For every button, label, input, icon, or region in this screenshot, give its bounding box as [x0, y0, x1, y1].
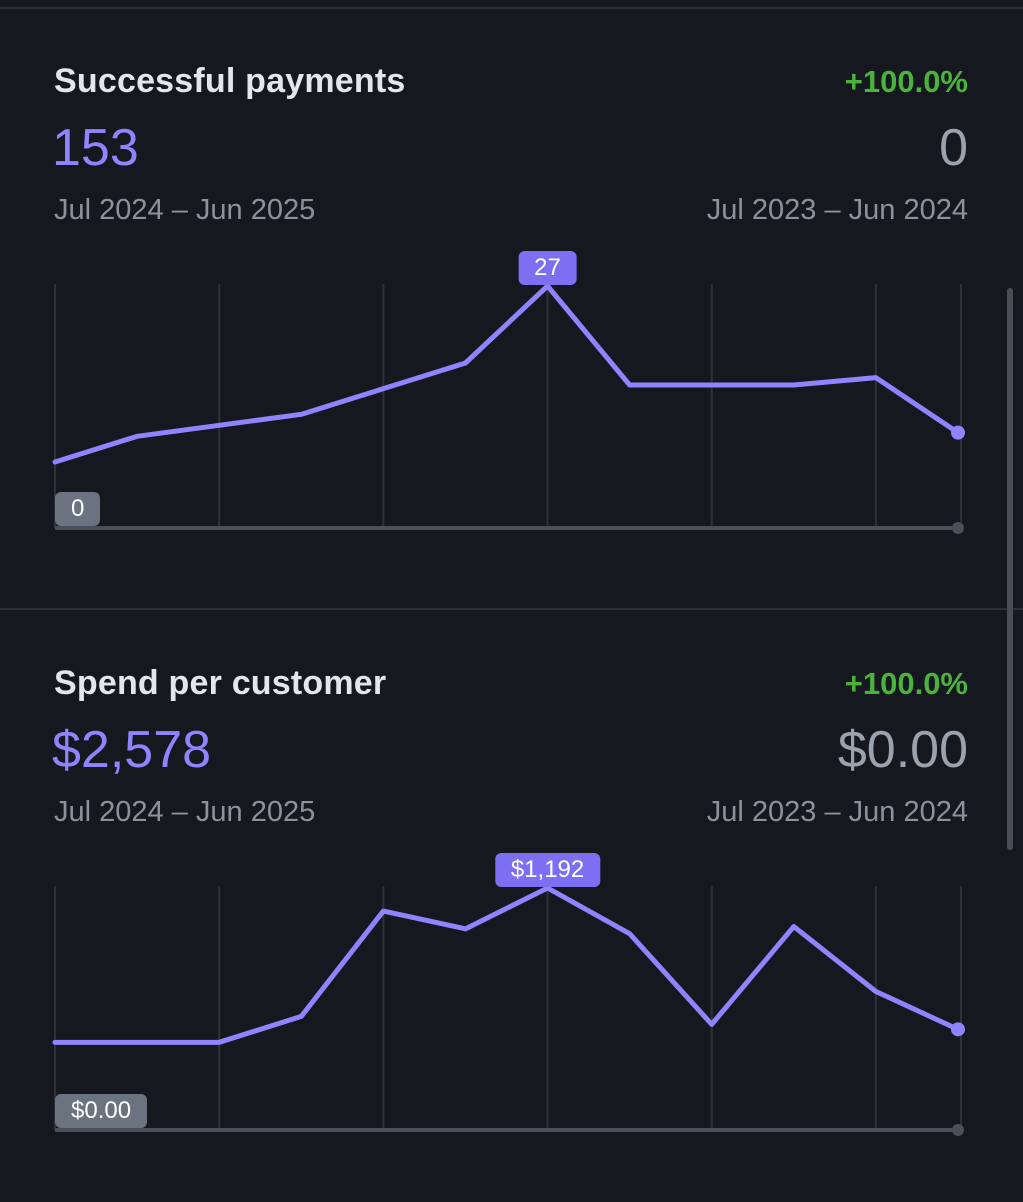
spend-per-customer-card[interactable]: Spend per customer +100.0% $2,578 $0.00 …	[0, 602, 1023, 1202]
change-percent: +100.0%	[844, 666, 968, 701]
series-line	[52, 283, 961, 465]
previous-period: Jul 2023 – Jun 2024	[706, 194, 968, 226]
baseline-end-dot	[952, 522, 964, 534]
card-title: Successful payments	[54, 62, 406, 100]
card-title: Spend per customer	[54, 664, 387, 702]
previous-value: 0	[939, 119, 968, 177]
series-line	[52, 885, 961, 1045]
last-point-dot	[951, 425, 965, 440]
successful-payments-chart[interactable]	[0, 0, 1023, 600]
current-value: 153	[52, 119, 139, 177]
scrollbar[interactable]	[1007, 288, 1013, 850]
previous-period: Jul 2023 – Jun 2024	[706, 796, 968, 828]
section-divider	[0, 608, 1023, 610]
peak-value-badge: $1,192	[494, 853, 601, 887]
current-value: $2,578	[52, 721, 212, 779]
min-value-badge: 0	[55, 492, 101, 526]
spend-per-customer-chart[interactable]	[0, 602, 1023, 1202]
peak-value-badge: 27	[518, 251, 577, 285]
successful-payments-card[interactable]: Successful payments +100.0% 153 0 Jul 20…	[0, 0, 1023, 600]
previous-value: $0.00	[837, 721, 968, 779]
current-period: Jul 2024 – Jun 2025	[54, 796, 316, 828]
current-period: Jul 2024 – Jun 2025	[54, 194, 316, 226]
min-value-badge: $0.00	[55, 1094, 148, 1128]
top-divider	[0, 7, 1023, 9]
change-percent: +100.0%	[844, 64, 968, 99]
baseline-end-dot	[952, 1124, 964, 1136]
last-point-dot	[951, 1022, 965, 1037]
